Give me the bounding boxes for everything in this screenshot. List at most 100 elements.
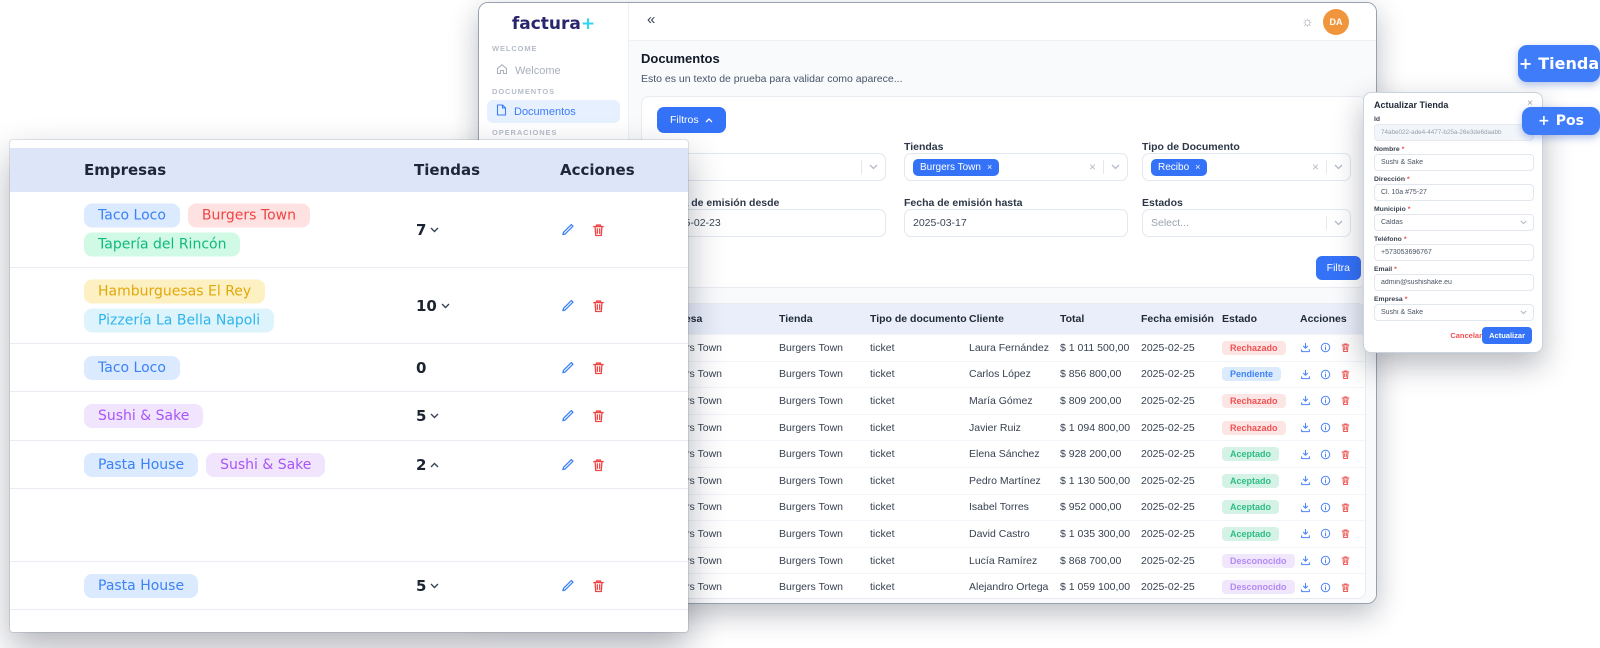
col-header-tiendas: Tiendas xyxy=(414,161,481,179)
info-icon[interactable] xyxy=(1320,502,1331,513)
municipio-select[interactable] xyxy=(1374,214,1534,231)
info-icon[interactable] xyxy=(1320,555,1331,566)
stores-count-expander[interactable]: 7 xyxy=(416,221,439,239)
stores-count-expander[interactable]: 2 xyxy=(416,456,439,474)
logo-text: factura xyxy=(511,14,581,34)
edit-icon[interactable] xyxy=(560,298,575,313)
download-icon[interactable] xyxy=(1300,422,1311,433)
download-icon[interactable] xyxy=(1300,342,1311,353)
delete-icon[interactable] xyxy=(591,409,606,424)
estados-select[interactable]: Select... xyxy=(1142,209,1351,237)
add-tienda-button[interactable]: + Tienda xyxy=(1518,45,1600,82)
filter-submit-button[interactable]: Filtra xyxy=(1315,256,1361,280)
delete-icon[interactable] xyxy=(1340,582,1351,593)
download-icon[interactable] xyxy=(1300,528,1311,539)
chip-label: Recibo xyxy=(1158,161,1190,173)
cell-tipo: ticket xyxy=(870,341,895,354)
delete-icon[interactable] xyxy=(1340,475,1351,486)
stores-count-expander[interactable]: 5 xyxy=(416,407,439,425)
delete-icon[interactable] xyxy=(1340,528,1351,539)
info-icon[interactable] xyxy=(1320,342,1331,353)
chip-remove-icon[interactable]: × xyxy=(1195,162,1201,172)
empresa-select[interactable] xyxy=(1374,304,1534,321)
cancel-button[interactable]: Cancelar xyxy=(1450,331,1482,340)
download-icon[interactable] xyxy=(1300,475,1311,486)
clear-icon[interactable]: × xyxy=(1311,160,1319,174)
delete-icon[interactable] xyxy=(1340,422,1351,433)
delete-icon[interactable] xyxy=(1340,342,1351,353)
edit-icon[interactable] xyxy=(560,222,575,237)
delete-icon[interactable] xyxy=(1340,395,1351,406)
delete-icon[interactable] xyxy=(591,578,606,593)
delete-icon[interactable] xyxy=(1340,555,1351,566)
cell-fecha: 2025-02-25 xyxy=(1141,527,1195,540)
edit-icon[interactable] xyxy=(560,360,575,375)
avatar[interactable]: DA xyxy=(1323,9,1349,35)
cell-tienda: Burgers Town xyxy=(779,474,844,487)
info-icon[interactable] xyxy=(1320,475,1331,486)
delete-icon[interactable] xyxy=(1340,449,1351,460)
delete-icon[interactable] xyxy=(591,360,606,375)
close-icon[interactable]: × xyxy=(1527,98,1533,109)
stores-count-expander[interactable]: 10 xyxy=(416,297,450,315)
update-button[interactable]: Actualizar xyxy=(1482,327,1532,344)
delete-icon[interactable] xyxy=(1340,502,1351,513)
col-header-tipo: Tipo de documento xyxy=(870,313,967,325)
clear-icon[interactable]: × xyxy=(1088,160,1096,174)
edit-icon[interactable] xyxy=(560,578,575,593)
chevron-down-icon[interactable] xyxy=(1334,220,1343,226)
sidebar-item-welcome[interactable]: Welcome xyxy=(487,59,620,82)
edit-icon[interactable] xyxy=(560,457,575,472)
chevron-down-icon[interactable] xyxy=(1111,164,1120,170)
info-icon[interactable] xyxy=(1320,528,1331,539)
edit-icon[interactable] xyxy=(560,409,575,424)
chip-remove-icon[interactable]: × xyxy=(986,162,993,172)
fecha-desde-input[interactable]: 2025-02-23 xyxy=(658,209,886,237)
info-icon[interactable] xyxy=(1320,369,1331,380)
info-icon[interactable] xyxy=(1320,582,1331,593)
telefono-label: Teléfono * xyxy=(1374,236,1407,243)
chevron-down-icon[interactable] xyxy=(1520,220,1527,225)
delete-icon[interactable] xyxy=(591,298,606,313)
download-icon[interactable] xyxy=(1300,582,1311,593)
status-badge: Aceptado xyxy=(1222,447,1280,462)
stores-count-expander[interactable]: 5 xyxy=(416,577,439,595)
chevron-down-icon[interactable] xyxy=(1334,164,1343,170)
delete-icon[interactable] xyxy=(591,457,606,472)
download-icon[interactable] xyxy=(1300,502,1311,513)
hasta-filter-label: Fecha de emisión hasta xyxy=(904,197,1023,209)
download-icon[interactable] xyxy=(1300,395,1311,406)
company-tag: Sushi & Sake xyxy=(206,452,326,477)
tiendas-select[interactable]: Burgers Town × × xyxy=(904,153,1128,181)
download-icon[interactable] xyxy=(1300,555,1311,566)
cell-cliente: Carlos López xyxy=(969,368,1031,381)
filters-toggle-button[interactable]: Filtros xyxy=(657,107,726,133)
plus-icon: + xyxy=(1538,113,1550,129)
theme-toggle-icon[interactable]: ☼ xyxy=(1301,13,1314,29)
chevron-down-icon[interactable] xyxy=(1520,310,1527,315)
nav-section-documentos: DOCUMENTOS xyxy=(492,87,556,96)
fecha-hasta-input[interactable]: 2025-03-17 xyxy=(904,209,1128,237)
direccion-field[interactable] xyxy=(1374,184,1534,201)
nombre-field[interactable] xyxy=(1374,154,1534,171)
delete-icon[interactable] xyxy=(591,222,606,237)
tipo-select[interactable]: Recibo × × xyxy=(1142,153,1351,181)
download-icon[interactable] xyxy=(1300,449,1311,460)
empresas-select[interactable] xyxy=(658,153,886,181)
delete-icon[interactable] xyxy=(1340,369,1351,380)
info-icon[interactable] xyxy=(1320,422,1331,433)
table-row: Burgers Town Burgers Town ticket Carlos … xyxy=(642,360,1365,388)
download-icon[interactable] xyxy=(1300,369,1311,380)
sidebar-item-documentos[interactable]: Documentos xyxy=(487,100,620,123)
telefono-field[interactable] xyxy=(1374,244,1534,261)
info-icon[interactable] xyxy=(1320,449,1331,460)
add-pos-button[interactable]: + Pos xyxy=(1522,107,1600,135)
col-header-cliente: Cliente xyxy=(969,313,1005,325)
chevron-down-icon[interactable] xyxy=(869,164,878,170)
id-label: Id xyxy=(1374,116,1381,123)
table-header-row: Empresa Tienda Tipo de documento Cliente… xyxy=(642,304,1365,334)
info-icon[interactable] xyxy=(1320,395,1331,406)
collapse-sidebar-icon[interactable]: « xyxy=(647,11,656,28)
email-field[interactable] xyxy=(1374,274,1534,291)
table-row: Burgers Town Burgers Town ticket Alejand… xyxy=(642,573,1365,598)
